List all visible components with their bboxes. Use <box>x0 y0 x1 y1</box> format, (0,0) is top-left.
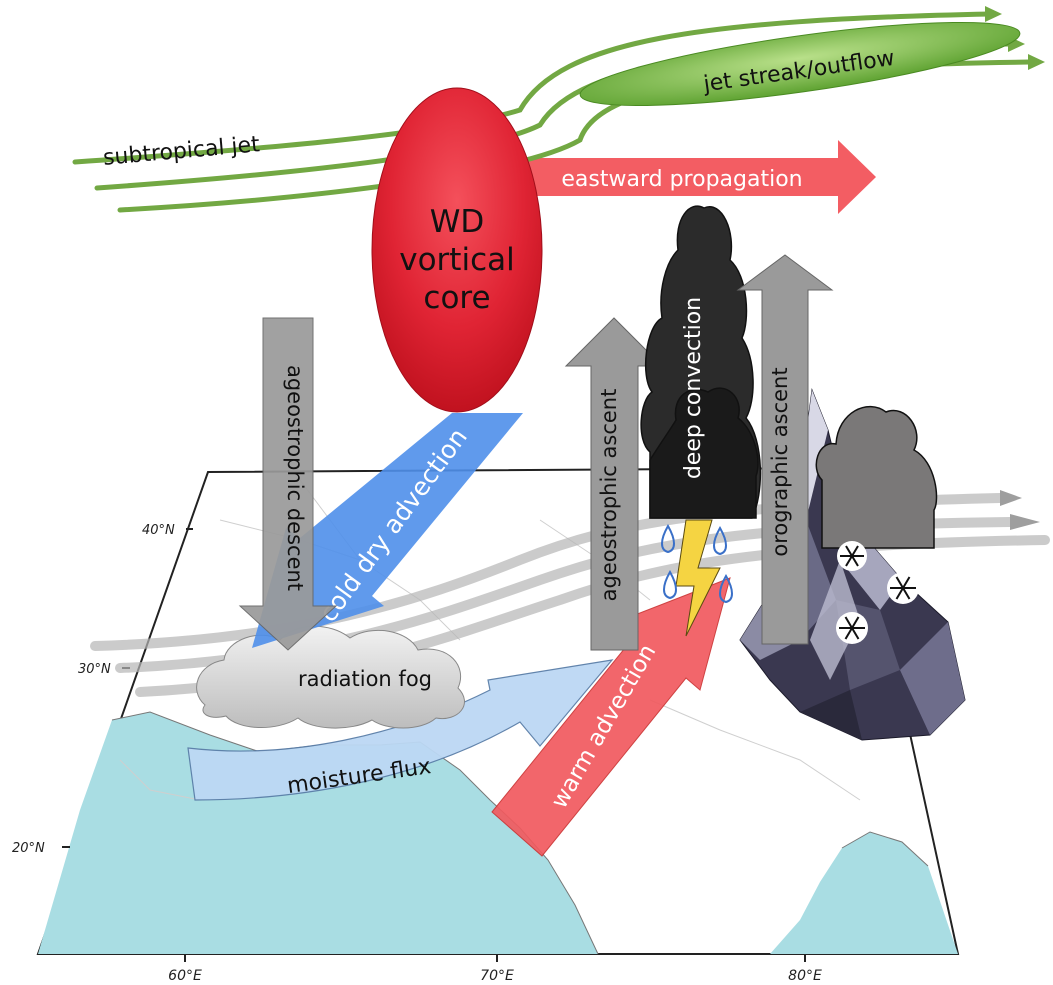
cold-dry-advection-arrow <box>252 413 523 648</box>
wd-core-label-line1: WD <box>430 204 485 240</box>
lat-label-30n: 30°N <box>78 662 111 677</box>
eastward-propagation-arrow <box>525 140 876 214</box>
map-flow-arrowhead-2 <box>1010 514 1040 530</box>
coastline-east <box>841 831 929 867</box>
orographic-ascent-arrow <box>736 254 834 645</box>
jet-arrowhead-1 <box>985 6 1002 22</box>
jet-streak-ellipse <box>579 21 1021 107</box>
moisture-flux-arrow <box>187 659 614 801</box>
lightning-icon <box>675 519 721 637</box>
map-flow-arrowhead-1 <box>1000 490 1022 506</box>
deep-convection-label: deep convection <box>681 297 706 479</box>
wd-vortical-core <box>371 87 543 413</box>
raindrop-icon <box>661 523 733 604</box>
wd-core-label-line3: core <box>423 280 490 316</box>
eastward-propagation-label: eastward propagation <box>561 167 802 192</box>
snowflake-icon <box>836 541 919 644</box>
bay-of-bengal <box>770 832 958 954</box>
orographic-cloud <box>815 405 938 549</box>
ageostrophic-ascent-arrow <box>564 317 664 651</box>
arabian-sea <box>38 712 598 954</box>
deep-convection-cloud <box>640 205 762 519</box>
lat-label-40n: 40°N <box>142 523 175 538</box>
wd-core-label-line2: vortical <box>399 242 514 278</box>
ageostrophic-descent-label: ageostrophic descent <box>283 365 307 591</box>
ageostrophic-ascent-label: ageostrophic ascent <box>597 389 621 602</box>
radiation-fog-label: radiation fog <box>298 667 432 691</box>
orographic-ascent-label: orographic ascent <box>768 367 792 556</box>
ageostrophic-descent-arrow <box>238 317 338 651</box>
lon-label-60e: 60°E <box>168 968 202 984</box>
jet-arrowhead-3 <box>1028 54 1045 70</box>
lon-label-80e: 80°E <box>788 968 822 984</box>
subtropical-jet-label: subtropical jet <box>102 132 261 171</box>
lat-label-20n: 20°N <box>12 841 45 856</box>
lon-label-70e: 70°E <box>480 968 514 984</box>
